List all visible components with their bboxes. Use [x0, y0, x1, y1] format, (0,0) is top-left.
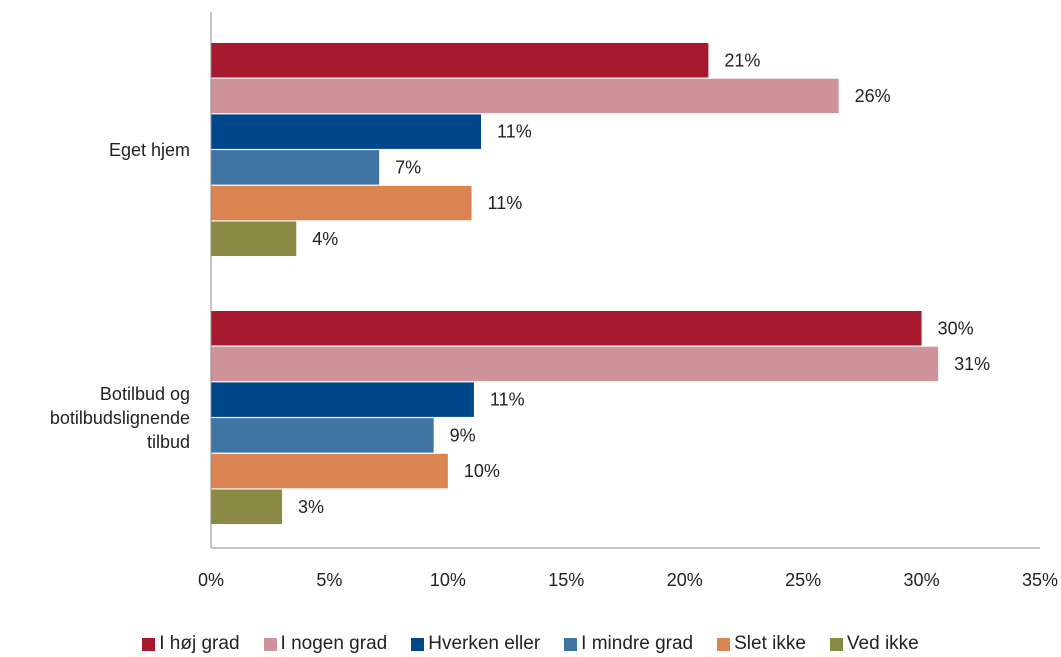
bar-2-2: [211, 346, 939, 382]
bar-1-3: [211, 114, 482, 149]
data-label-2-3: 11%: [490, 390, 525, 410]
legend-item-1: I høj grad: [142, 633, 240, 655]
data-label-2-4: 9%: [450, 425, 476, 445]
bar-chart: 21% 26% 11% 7% 11% 4% 30% 31% 11% 9% 10% 3% Eget hj…: [50, 12, 1058, 590]
x-axis-ticks-layer: 0% 5% 10% 15% 20% 25% 30% 35%: [198, 570, 1058, 590]
bar-1-5: [211, 185, 472, 221]
legend-label-2: I nogen grad: [280, 633, 388, 654]
x-tick-label-0: 0%: [198, 570, 224, 590]
x-tick-label-35: 35%: [1022, 570, 1058, 590]
data-label-1-6: 4%: [312, 229, 338, 249]
data-label-2-2: 31%: [954, 354, 990, 374]
legend-item-3: Hverken eller: [411, 633, 540, 655]
legend-label-6: Ved ikke: [846, 633, 919, 654]
x-tick-label-20: 20%: [667, 570, 703, 590]
bars-layer: [211, 43, 939, 524]
data-label-1-1: 21%: [724, 50, 760, 70]
bar-2-1: [211, 311, 922, 346]
bar-1-6: [211, 221, 297, 256]
legend-label-5: Slet ikke: [734, 633, 806, 654]
legend-swatch-2: [263, 637, 277, 651]
bar-1-4: [211, 150, 380, 185]
data-label-1-2: 26%: [855, 86, 891, 106]
legend-item-5: Slet ikke: [717, 633, 806, 655]
legend-swatch-6: [829, 637, 843, 651]
category-label-2: Botilbud og botilbudslignende tilbud: [50, 384, 190, 452]
data-label-1-4: 7%: [395, 157, 421, 177]
x-tick-label-25: 25%: [785, 570, 821, 590]
legend-item-4: I mindre grad: [564, 633, 693, 655]
x-tick-label-10: 10%: [430, 570, 466, 590]
bar-1-2: [211, 78, 839, 114]
value-labels-layer: 21% 26% 11% 7% 11% 4% 30% 31% 11% 9% 10% 3%: [298, 50, 990, 517]
data-label-1-3: 11%: [497, 122, 532, 142]
bar-2-5: [211, 453, 448, 489]
legend-swatch-3: [411, 637, 425, 651]
data-label-2-5: 10%: [464, 461, 500, 481]
x-tick-label-5: 5%: [316, 570, 342, 590]
bar-2-6: [211, 489, 283, 524]
data-label-1-5: 11%: [488, 193, 523, 213]
bar-2-3: [211, 382, 474, 417]
category-labels-layer: Eget hjem Botilbud og botilbudslignende til…: [50, 140, 190, 452]
bar-2-4: [211, 418, 434, 453]
bar-1-1: [211, 43, 709, 78]
category-label-1: Eget hjem: [109, 140, 190, 160]
legend-item-6: Ved ikke: [829, 633, 919, 655]
legend-item-2: I nogen grad: [263, 633, 388, 655]
legend-swatch-1: [142, 637, 156, 651]
x-tick-label-30: 30%: [904, 570, 940, 590]
legend-label-4: I mindre grad: [581, 633, 694, 654]
legend-label-1: I høj grad: [159, 633, 240, 654]
data-label-2-6: 3%: [298, 497, 324, 517]
x-tick-label-15: 15%: [548, 570, 584, 590]
legend-swatch-5: [717, 637, 731, 651]
data-label-2-1: 30%: [938, 318, 974, 338]
legend: I høj grad I nogen grad Hverken eller I min…: [0, 633, 1061, 655]
legend-swatch-4: [564, 637, 578, 651]
legend-label-3: Hverken eller: [428, 633, 541, 654]
